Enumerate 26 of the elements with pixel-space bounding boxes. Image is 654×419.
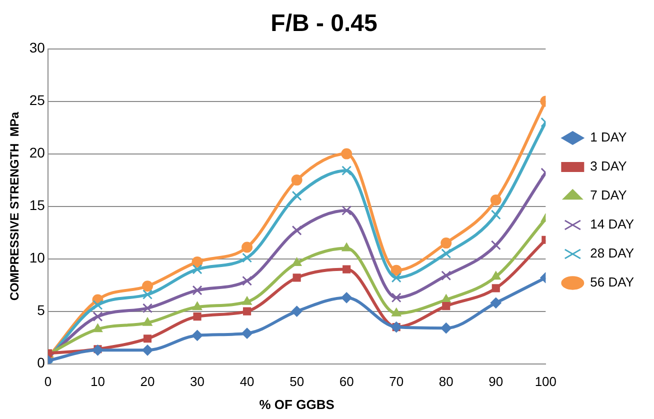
x-tick-label: 20	[140, 374, 155, 390]
y-tick-label: 10	[29, 250, 46, 266]
x-tick-label: 10	[90, 374, 105, 390]
y-tick-label: 30	[29, 40, 46, 56]
x-tick-label: 100	[534, 374, 557, 390]
legend-label: 56 DAY	[590, 274, 634, 290]
legend-label: 7 DAY	[590, 188, 628, 203]
legend-label: 3 DAY	[590, 158, 628, 174]
legend-label: 28 DAY	[590, 246, 634, 261]
y-axis-title: COMPRESSIVE STRENGTH MPa	[8, 112, 22, 301]
x-tick-label: 70	[389, 374, 404, 390]
y-tick-label: 5	[37, 302, 46, 318]
chart-title: F/B - 0.45	[270, 10, 378, 38]
x-tick-label: 50	[290, 374, 304, 390]
y-tick-label: 15	[29, 197, 46, 214]
y-tick-label: 25	[29, 92, 46, 108]
legend-label: 14 DAY	[590, 216, 634, 232]
x-tick-label: 40	[240, 374, 254, 390]
x-tick-label: 60	[339, 374, 354, 390]
x-axis-title: % OF GGBS	[259, 396, 335, 412]
x-tick-label: 90	[488, 374, 504, 390]
x-tick-label: 80	[438, 374, 454, 390]
y-tick-label: 0	[37, 354, 46, 371]
y-tick-label: 20	[29, 144, 46, 161]
legend-label: 1 DAY	[590, 130, 628, 145]
x-tick-label: 30	[190, 374, 205, 390]
